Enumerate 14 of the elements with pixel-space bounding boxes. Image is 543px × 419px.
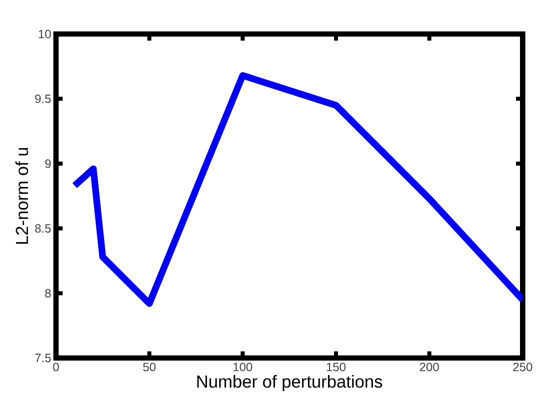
y-tick-label: 9 <box>45 159 51 168</box>
x-tick-label: 0 <box>53 362 59 372</box>
y-tick-label: 7.5 <box>35 354 51 362</box>
y-tick-label: 9.5 <box>35 94 51 104</box>
x-tick-label: 100 <box>234 362 252 372</box>
x-tick-label: 250 <box>513 362 532 372</box>
x-tick-label: 50 <box>143 362 156 372</box>
x-tick-label: 200 <box>420 362 439 372</box>
y-tick-label: 8 <box>45 288 51 298</box>
x-tick-label: 150 <box>326 362 346 372</box>
x-axis-title: Number of perturbations <box>197 375 382 392</box>
y-tick-label: 8.5 <box>35 224 51 233</box>
y-tick-label: 10 <box>38 30 51 38</box>
y-axis-title: L2-norm of u <box>15 148 28 244</box>
